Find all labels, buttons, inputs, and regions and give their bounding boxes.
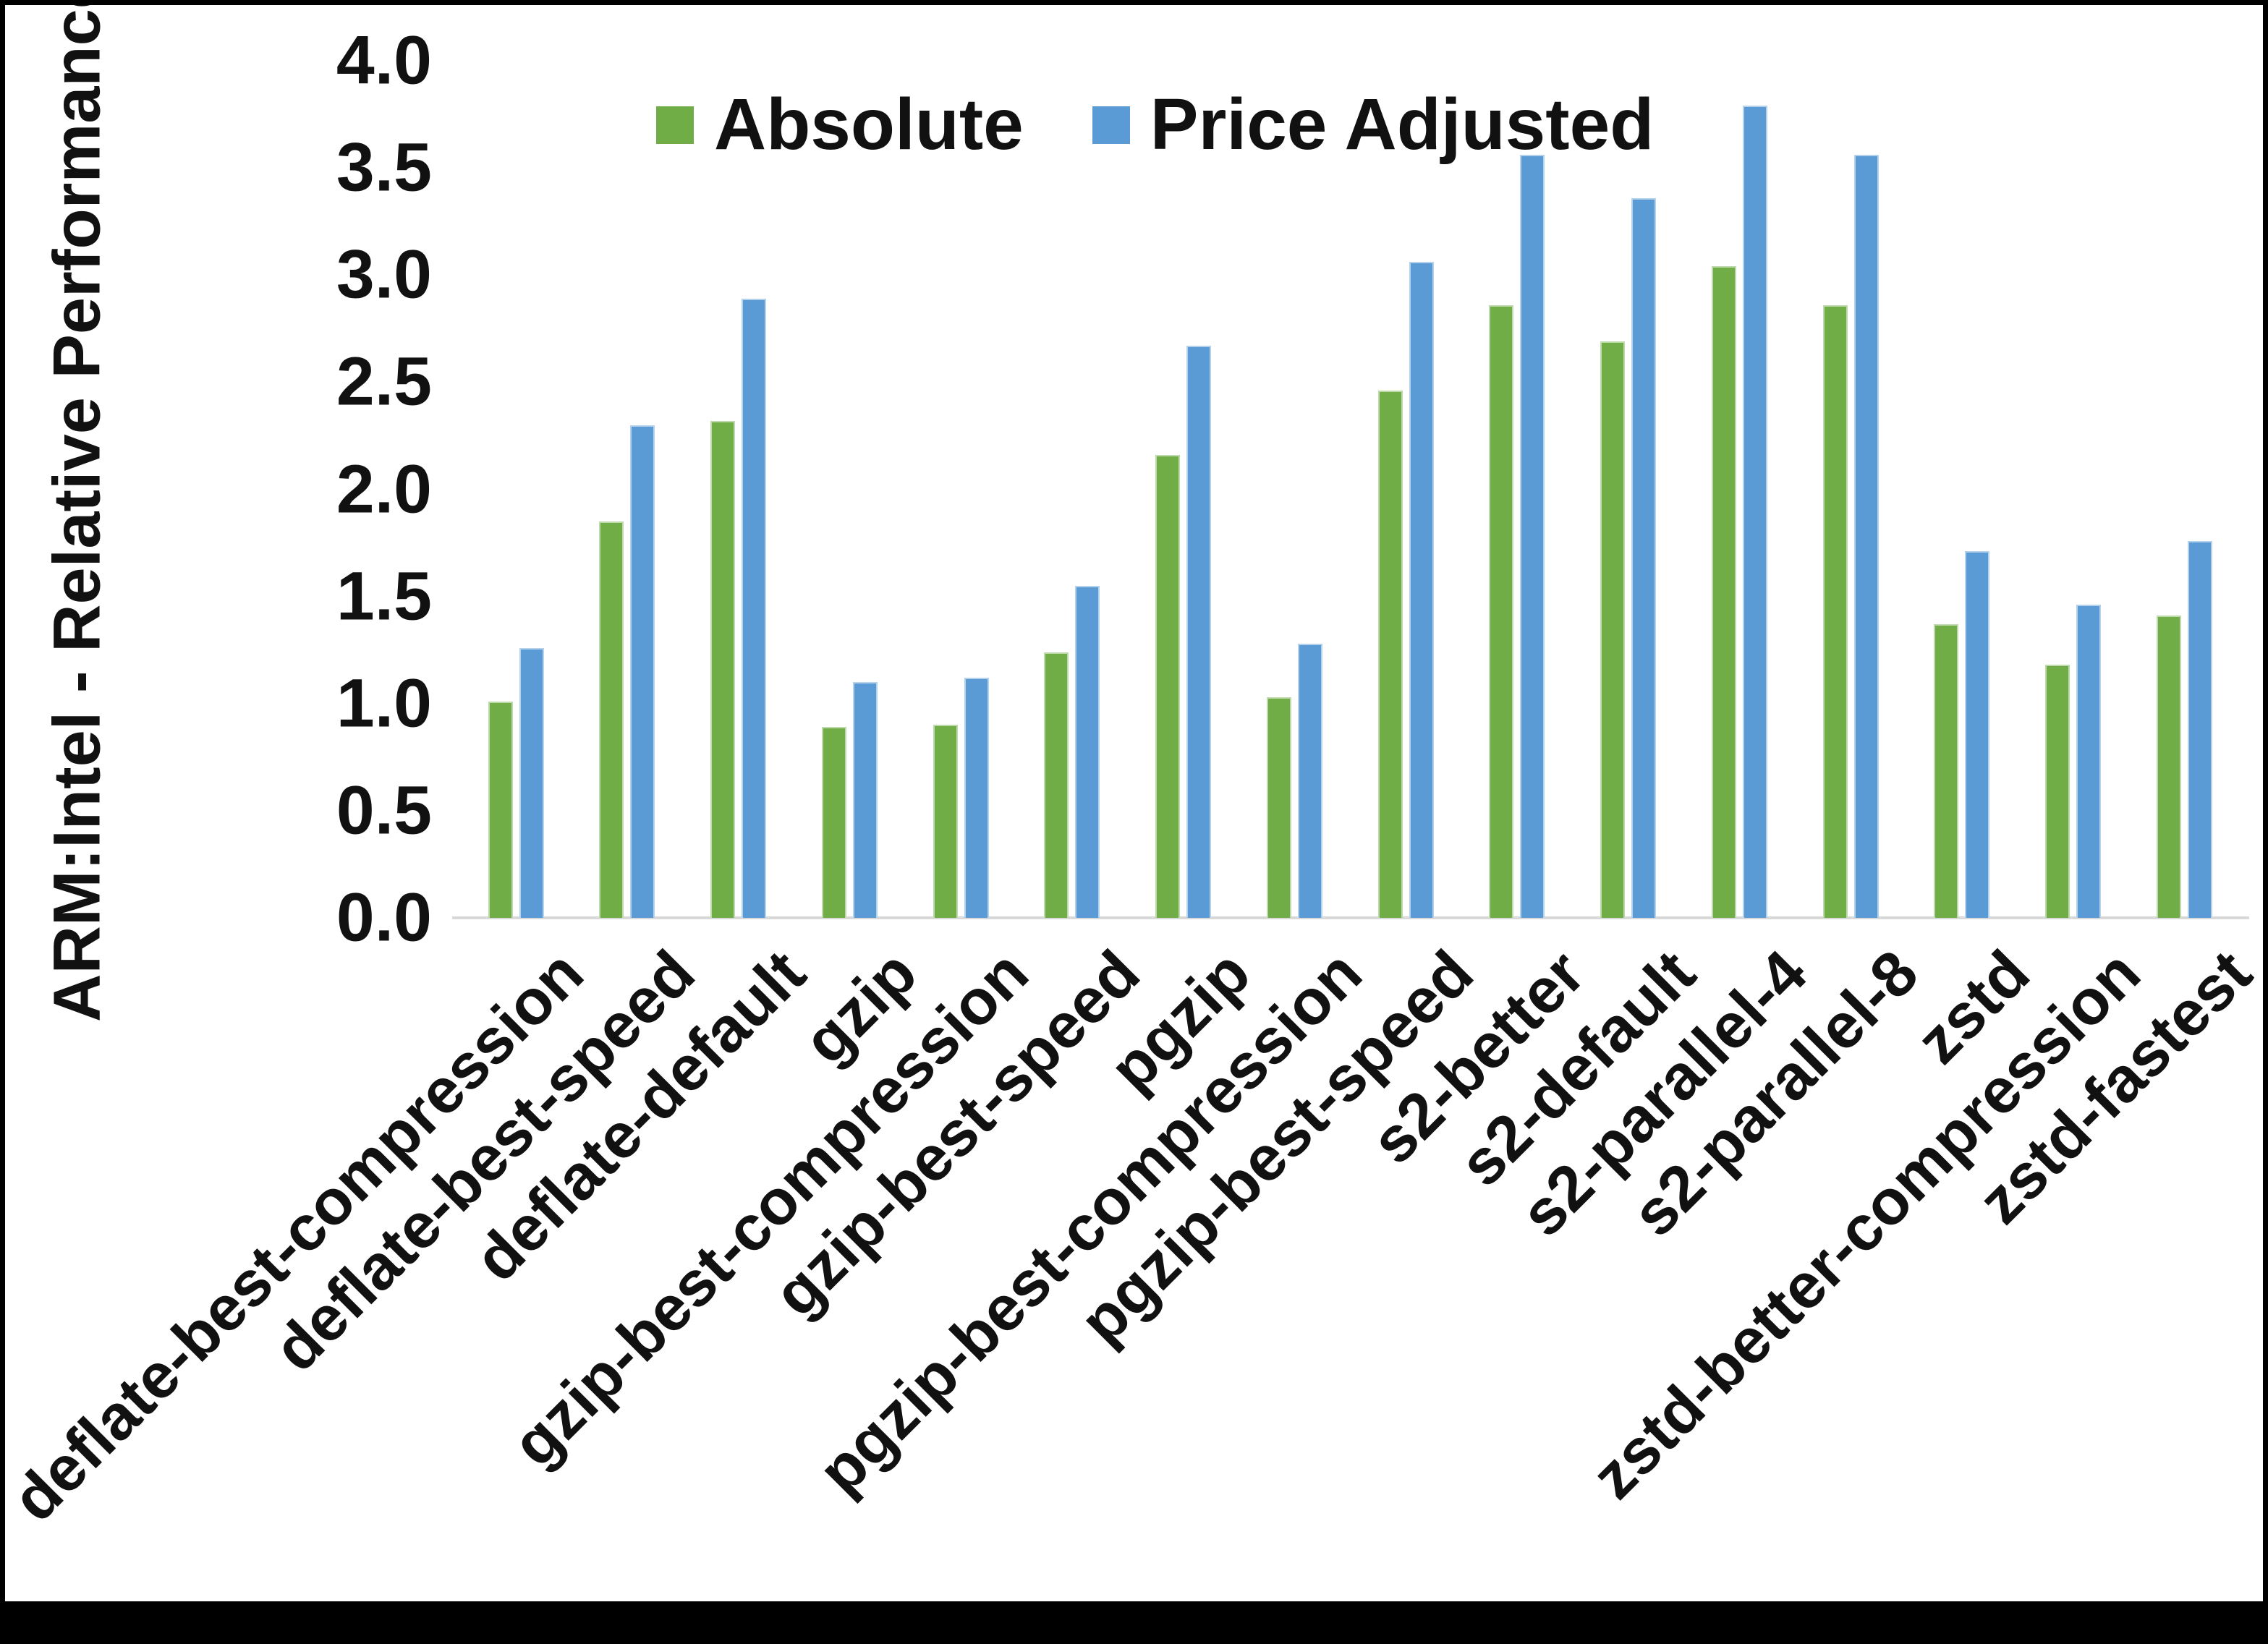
legend-item-price-adjusted: Price Adjusted (1092, 83, 1654, 166)
absolute-bar-s2-better (1489, 305, 1513, 918)
price-adjusted-bar-zstd-better-compression (2076, 605, 2101, 918)
price-adjusted-bar-zstd (1965, 551, 1989, 918)
y-tick-label: 3.5 (336, 129, 432, 206)
plot-area (452, 61, 2249, 919)
price-adjusted-bar-s2-parallel-4 (1743, 106, 1767, 918)
price-adjusted-bar-gzip-best-speed (1075, 586, 1100, 918)
absolute-bar-gzip (822, 727, 846, 918)
absolute-bar-deflate-default (710, 421, 735, 918)
absolute-bar-s2-parallel-8 (1823, 305, 1848, 918)
absolute-bar-pgzip-best-compression (1267, 697, 1291, 918)
y-tick-label: 2.5 (336, 343, 432, 420)
absolute-bar-s2-default (1600, 341, 1625, 918)
absolute-bar-deflate-best-speed (599, 521, 624, 918)
x-axis-line (452, 916, 2249, 919)
legend-label-absolute: Absolute (714, 84, 1024, 165)
legend: Absolute Price Adjusted (656, 83, 1654, 166)
price-adjusted-series-swatch-icon (1092, 106, 1130, 144)
y-tick-label: 1.5 (336, 558, 432, 635)
absolute-bar-deflate-best-compression (488, 702, 513, 918)
y-tick-label: 4.0 (336, 22, 432, 99)
price-adjusted-bar-deflate-best-compression (519, 648, 544, 918)
absolute-series-swatch-icon (656, 106, 694, 144)
y-tick-label: 2.0 (336, 451, 432, 527)
price-adjusted-bar-deflate-best-speed (630, 425, 655, 918)
price-adjusted-bar-s2-better (1520, 155, 1545, 918)
price-adjusted-bar-zstd-fastest (2188, 541, 2212, 918)
absolute-bar-zstd-fastest (2157, 616, 2181, 918)
absolute-bar-s2-parallel-4 (1712, 266, 1736, 918)
price-adjusted-bar-s2-default (1631, 198, 1656, 918)
price-adjusted-bar-gzip-best-compression (964, 678, 989, 918)
price-adjusted-bar-s2-parallel-8 (1854, 155, 1879, 918)
absolute-bar-pgzip (1155, 455, 1180, 918)
absolute-bar-gzip-best-speed (1044, 652, 1069, 918)
price-adjusted-bar-pgzip-best-speed (1409, 262, 1434, 918)
y-axis-title: ARM:Intel - Relative Performance (40, 0, 114, 1022)
price-adjusted-bar-pgzip (1186, 346, 1211, 918)
absolute-bar-pgzip-best-speed (1378, 391, 1403, 918)
absolute-bar-gzip-best-compression (933, 725, 958, 918)
legend-item-absolute: Absolute (656, 83, 1024, 166)
y-tick-label: 1.0 (336, 665, 432, 742)
legend-label-price-adjusted: Price Adjusted (1150, 84, 1655, 165)
y-tick-label: 0.5 (336, 772, 432, 849)
absolute-bar-zstd-better-compression (2045, 665, 2070, 918)
price-adjusted-bar-gzip (853, 682, 878, 918)
price-adjusted-bar-deflate-default (742, 299, 766, 918)
y-tick-label: 3.0 (336, 236, 432, 313)
price-adjusted-bar-pgzip-best-compression (1298, 644, 1322, 918)
absolute-bar-zstd (1934, 624, 1958, 918)
bottom-black-bar (5, 1601, 2263, 1639)
y-tick-label: 0.0 (336, 879, 432, 956)
